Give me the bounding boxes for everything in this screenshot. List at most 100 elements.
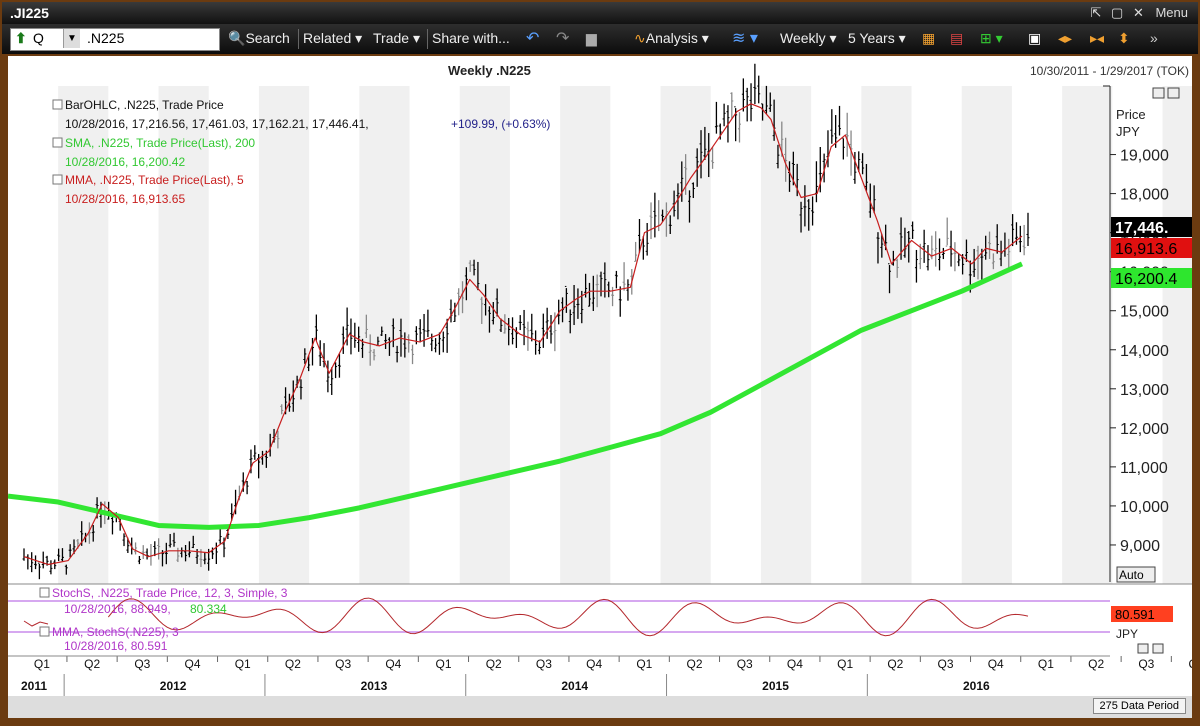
layout-icon[interactable]: ▣ — [1028, 30, 1042, 46]
panel-restore-icon[interactable] — [1152, 87, 1165, 99]
trade-button[interactable]: Trade ▾ — [373, 30, 420, 46]
panel-maximize-icon[interactable] — [1167, 87, 1180, 99]
close-icon[interactable]: ✕ — [1132, 5, 1144, 20]
x-quarter-label: Q1 — [636, 657, 652, 671]
stoch-values: 10/28/2016, 88.949, — [64, 602, 171, 616]
zoom-icon[interactable]: ▸◂ — [1090, 30, 1105, 46]
x-quarter-label: Q2 — [84, 657, 100, 671]
stoch-values2: 80.334 — [190, 602, 227, 616]
search-button[interactable]: 🔍Search — [228, 30, 290, 46]
price-axis-unit: JPY — [1116, 124, 1140, 139]
window-controls[interactable]: ⇱ ▢ ✕ Menu — [1090, 5, 1188, 21]
q-label: Q — [33, 30, 44, 46]
x-quarter-label: Q2 — [1088, 657, 1104, 671]
toolbar: ⬆ Q ▼ .N225 🔍Search Related ▾ Trade ▾ Sh… — [2, 24, 1198, 54]
ric-input[interactable]: ⬆ Q ▼ .N225 — [10, 28, 220, 51]
stoch-line — [107, 597, 1029, 637]
mma2-label: MMA, StochS(.N225), 3 — [52, 625, 179, 639]
x-quarter-label: Q2 — [887, 657, 903, 671]
x-quarter-label: Q4 — [988, 657, 1004, 671]
legend-bar-values: 10/28/2016, 17,216.56, 17,461.03, 17,162… — [65, 117, 369, 131]
y-tick-label: 18,000 — [1120, 187, 1169, 204]
quarter-band — [258, 86, 310, 584]
y-tick-label: 14,000 — [1120, 343, 1169, 360]
stoch-restore-icon[interactable] — [1137, 643, 1149, 654]
badge-mma: 16,913.6 — [1115, 241, 1177, 258]
share-button[interactable]: Share with... — [432, 30, 510, 46]
mma-5-line — [23, 103, 1023, 566]
badge-sma-bg — [1111, 268, 1192, 288]
legend-toggle-mma[interactable] — [52, 174, 63, 185]
legend-toggle-bar[interactable] — [52, 99, 63, 110]
dropdown-icon[interactable]: ▼ — [63, 29, 80, 48]
x-quarter-label: Q1 — [235, 657, 251, 671]
weekly-dropdown[interactable]: Weekly ▾ — [780, 30, 837, 46]
redo-icon[interactable]: ↷ — [556, 30, 570, 47]
quarter-band — [58, 86, 109, 584]
status-bar: 275 Data Period — [8, 696, 1192, 718]
x-quarter-label: Q4 — [787, 657, 803, 671]
stoch-maximize-icon[interactable] — [1152, 643, 1164, 654]
x-year-label: 2016 — [963, 679, 990, 693]
minimize-icon[interactable]: ▢ — [1111, 5, 1124, 20]
legend-mma-label: MMA, .N225, Trade Price(Last), 5 — [65, 173, 244, 187]
stoch-badge: 80.591 — [1115, 607, 1155, 622]
y-tick-label: 10,000 — [1120, 499, 1169, 516]
folder-icon[interactable]: ▆ — [586, 30, 597, 46]
mma2-values: 10/28/2016, 80.591 — [64, 639, 168, 653]
window-title: .JI225 — [10, 5, 49, 21]
x-quarter-label: Q4 — [385, 657, 401, 671]
vertical-zoom-icon[interactable]: ⬍ — [1118, 30, 1130, 46]
period-dropdown[interactable]: 5 Years ▾ — [848, 30, 906, 46]
ric-value[interactable]: .N225 — [87, 30, 125, 46]
pin-icon[interactable]: ⇱ — [1090, 5, 1102, 20]
y-tick-label: 12,000 — [1120, 421, 1169, 438]
y-tick-label: 11,000 — [1120, 460, 1168, 477]
chart-title: Weekly .N225 — [448, 63, 531, 78]
y-tick-label: 15,000 — [1120, 304, 1169, 321]
legend-bar-change: +109.99, (+0.63%) — [451, 117, 550, 131]
x-quarter-label: Q1 — [837, 657, 853, 671]
related-button[interactable]: Related ▾ — [303, 30, 363, 46]
badge-sma: 16,200.4 — [1115, 271, 1177, 288]
crosshair-icon[interactable]: ⊞ ▾ — [980, 30, 1003, 46]
x-year-label: 2015 — [762, 679, 789, 693]
quarter-band — [459, 86, 510, 584]
x-quarter-label: Q2 — [285, 657, 301, 671]
quarter-band — [1062, 86, 1113, 584]
analysis-icon: ∿ — [634, 30, 646, 46]
chart-style-icon[interactable]: ▤ — [950, 30, 964, 46]
auto-button-bg[interactable] — [1116, 566, 1156, 583]
scroll-icon[interactable]: ◂▸ — [1058, 30, 1073, 46]
stoch-line-start — [23, 620, 49, 627]
legend-toggle-mma2[interactable] — [39, 626, 50, 637]
more-icon[interactable]: » — [1150, 30, 1158, 46]
undo-icon[interactable]: ↶ — [526, 30, 540, 47]
quarter-band — [158, 86, 209, 584]
chart-type-icon[interactable]: ▦ — [922, 30, 936, 46]
search-icon: 🔍 — [228, 30, 246, 46]
x-year-label: 2013 — [361, 679, 388, 693]
legend-bar-label: BarOHLC, .N225, Trade Price — [65, 98, 224, 112]
chart-panel[interactable]: Weekly .N225 10/30/2011 - 1/29/2017 (TOK… — [7, 56, 1200, 696]
x-quarter-label: Q3 — [1138, 657, 1154, 671]
up-arrow-icon[interactable]: ⬆ — [15, 30, 27, 46]
x-quarter-label: Q2 — [687, 657, 703, 671]
x-quarter-label: Q4 — [586, 657, 602, 671]
x-quarter-label: Q1 — [1038, 657, 1054, 671]
y-tick-label: 9,000 — [1120, 538, 1160, 555]
x-year-label: 2014 — [561, 679, 588, 693]
legend-toggle-sma[interactable] — [52, 137, 63, 148]
analysis-button[interactable]: ∿Analysis ▾ — [634, 30, 709, 46]
legend-toggle-stoch[interactable] — [39, 587, 50, 598]
x-year-label: 2011 — [21, 679, 47, 693]
chart-svg[interactable]: Weekly .N225 10/30/2011 - 1/29/2017 (TOK… — [7, 56, 1200, 696]
badge-last-bg — [1111, 217, 1192, 237]
auto-button[interactable]: Auto — [1119, 568, 1144, 582]
data-period-button[interactable]: 275 Data Period — [1092, 698, 1186, 714]
waves-icon[interactable]: ≋ ▾ — [732, 30, 758, 47]
title-bar: .JI225 ⇱ ▢ ✕ Menu — [2, 2, 1198, 24]
date-range: 10/30/2011 - 1/29/2017 (TOK) — [1030, 64, 1189, 78]
stoch-unit: JPY — [1116, 627, 1138, 641]
menu-button[interactable]: Menu — [1155, 5, 1188, 20]
